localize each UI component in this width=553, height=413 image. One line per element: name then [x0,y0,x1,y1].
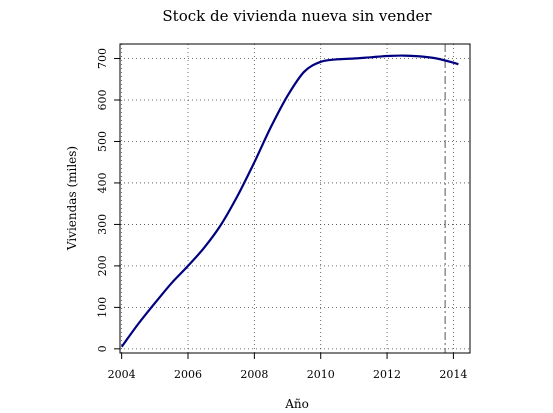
y-axis-label: Viviendas (miles) [65,146,79,251]
x-tick-label: 2006 [174,368,202,381]
y-tick-label: 100 [96,297,109,318]
x-tick-label: 2008 [240,368,268,381]
y-axis: 0 100 200 300 400 500 600 700 [96,48,121,352]
y-tick-label: 600 [96,89,109,110]
series-line [120,54,459,348]
x-tick-label: 2014 [439,368,467,381]
y-tick-label: 0 [96,345,109,352]
y-tick-label: 400 [96,172,109,193]
y-tick-label: 500 [96,131,109,152]
y-tick-label: 200 [96,255,109,276]
y-tick-label: 300 [96,214,109,235]
x-axis-label: Año [284,397,309,411]
y-tick-label: 700 [96,48,109,69]
x-axis: 2004 2006 2008 2010 2012 2014 [108,352,467,381]
chart-title: Stock de vivienda nueva sin vender [162,7,432,25]
x-tick-label: 2010 [307,368,335,381]
x-tick-label: 2004 [108,368,136,381]
grid [120,44,470,353]
x-tick-label: 2012 [373,368,401,381]
plot-frame [119,43,471,354]
